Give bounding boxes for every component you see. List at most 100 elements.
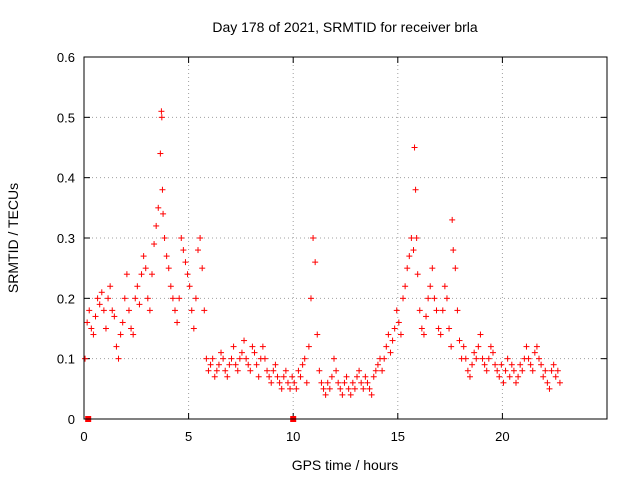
x-tick-label: 20	[495, 429, 509, 444]
data-point	[500, 379, 507, 386]
data-point	[215, 361, 222, 368]
data-point	[163, 253, 170, 260]
data-point	[176, 295, 183, 302]
data-point	[157, 150, 164, 157]
y-tick-label: 0.5	[57, 110, 75, 125]
data-point	[360, 385, 367, 392]
data-point	[207, 361, 214, 368]
data-point	[469, 361, 476, 368]
data-point	[90, 331, 97, 338]
data-point	[165, 265, 172, 272]
data-point	[479, 355, 486, 362]
data-point	[339, 391, 346, 398]
data-point	[517, 361, 524, 368]
data-point	[251, 349, 258, 356]
data-point	[515, 373, 522, 380]
data-point	[276, 379, 283, 386]
data-point	[400, 295, 407, 302]
data-point	[266, 373, 273, 380]
data-point	[335, 379, 342, 386]
data-point	[209, 355, 216, 362]
data-point	[284, 379, 291, 386]
data-point	[142, 265, 149, 272]
data-point	[159, 186, 166, 193]
data-point	[542, 367, 549, 374]
data-point	[259, 343, 266, 350]
data-point	[372, 367, 379, 374]
data-point	[427, 283, 434, 290]
data-point	[406, 253, 413, 260]
data-point	[220, 355, 227, 362]
data-point	[255, 373, 262, 380]
data-point	[192, 295, 199, 302]
data-point	[100, 307, 107, 314]
data-point	[136, 301, 143, 308]
data-point	[241, 337, 248, 344]
data-point	[199, 265, 206, 272]
data-point	[333, 367, 340, 374]
data-point	[125, 307, 132, 314]
data-point	[228, 355, 235, 362]
data-point	[368, 391, 375, 398]
data-point	[96, 301, 103, 308]
data-point	[211, 373, 218, 380]
data-point	[408, 235, 415, 241]
data-point	[487, 343, 494, 350]
data-point	[238, 349, 245, 356]
data-point	[314, 331, 321, 338]
data-point	[318, 379, 325, 386]
data-point	[454, 307, 461, 314]
data-point	[307, 295, 314, 302]
data-point	[404, 265, 411, 272]
data-point	[316, 367, 323, 374]
data-point	[303, 379, 310, 386]
data-point	[508, 361, 515, 368]
data-point	[297, 373, 304, 380]
data-point	[504, 355, 511, 362]
data-point	[536, 355, 543, 362]
data-point	[489, 349, 496, 356]
data-point	[441, 283, 448, 290]
data-point	[483, 367, 490, 374]
data-point	[230, 343, 237, 350]
data-point	[322, 391, 329, 398]
y-tick-label: 0.1	[57, 352, 75, 367]
data-point	[295, 367, 302, 374]
data-point	[128, 325, 135, 332]
x-tick-label: 15	[391, 429, 405, 444]
data-point	[264, 367, 271, 374]
data-point	[98, 289, 105, 296]
data-point	[326, 385, 333, 392]
data-point	[473, 355, 480, 362]
data-point	[523, 343, 530, 350]
data-point	[423, 313, 430, 320]
data-point	[182, 259, 189, 266]
data-point	[201, 307, 208, 314]
data-point	[529, 367, 536, 374]
data-point	[268, 379, 275, 386]
grid	[84, 57, 607, 419]
data-point	[418, 325, 425, 332]
data-point	[351, 385, 358, 392]
data-point	[107, 283, 114, 290]
data-point	[84, 319, 91, 326]
data-point	[391, 325, 398, 332]
data-point	[402, 283, 409, 290]
data-point	[109, 307, 116, 314]
data-point	[92, 313, 99, 320]
x-tick-label: 10	[286, 429, 300, 444]
data-point	[358, 379, 365, 386]
data-point	[502, 367, 509, 374]
data-point	[485, 355, 492, 362]
data-point	[236, 355, 243, 362]
data-point	[224, 373, 231, 380]
data-point	[546, 385, 553, 392]
data-point	[364, 379, 371, 386]
data-point	[446, 325, 453, 332]
data-point	[218, 349, 225, 356]
data-point	[385, 331, 392, 338]
data-point	[121, 295, 128, 302]
data-point	[330, 355, 337, 362]
y-axis-ticks: 0 0.1 0.2 0.3 0.4 0.5 0.6	[57, 50, 607, 427]
